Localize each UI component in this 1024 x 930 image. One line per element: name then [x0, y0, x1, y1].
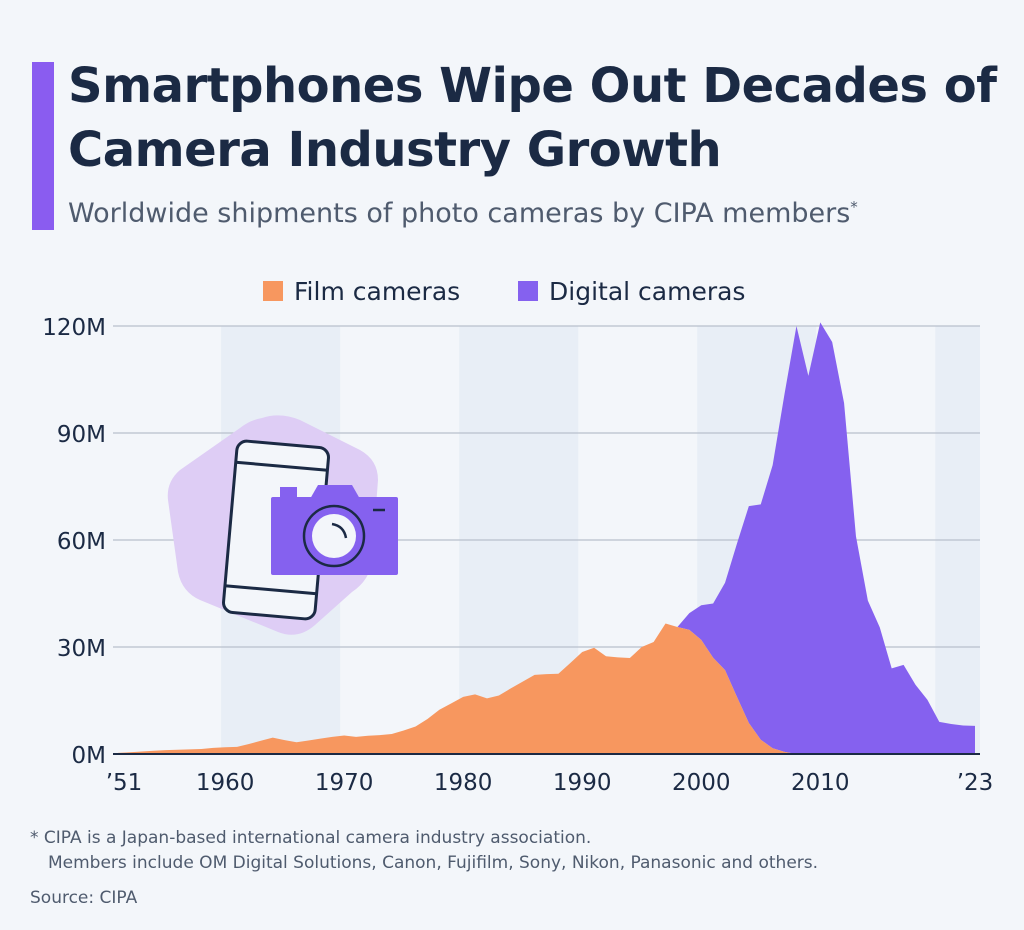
- x-tick-label: 2010: [791, 770, 850, 796]
- y-tick-label: 0M: [72, 743, 106, 769]
- legend-label-digital: Digital cameras: [549, 277, 745, 306]
- digital-cameras-area: [677, 322, 975, 754]
- legend-swatch-digital: [518, 281, 538, 301]
- x-tick-label: 1970: [315, 770, 374, 796]
- y-tick-label: 30M: [57, 636, 106, 662]
- legend-swatch-film: [263, 281, 283, 301]
- chart-subtitle: Worldwide shipments of photo cameras by …: [68, 198, 858, 229]
- film-cameras-area: [118, 623, 797, 754]
- x-tick-label: ’23: [957, 770, 994, 796]
- x-tick-label: 1960: [196, 770, 255, 796]
- x-tick-label: ’51: [106, 770, 143, 796]
- y-axis-ticks: 0M 30M 60M 90M 120M: [42, 315, 106, 769]
- legend: Film cameras Digital cameras: [263, 277, 745, 306]
- x-axis-ticks: ’51 1960 1970 1980 1990 2000 2010 ’23: [106, 770, 994, 796]
- footnote-line-2: Members include OM Digital Solutions, Ca…: [48, 853, 819, 873]
- subtitle-text: Worldwide shipments of photo cameras by …: [68, 198, 851, 229]
- footnote-line-1: * CIPA is a Japan-based international ca…: [30, 828, 592, 848]
- subtitle-footnote-marker: *: [850, 198, 858, 216]
- source-note: Source: CIPA: [30, 888, 138, 908]
- title-accent-bar: [32, 62, 54, 230]
- smartphone-camera-illustration: [167, 415, 398, 635]
- x-tick-label: 1990: [553, 770, 612, 796]
- x-tick-label: 1980: [434, 770, 493, 796]
- series-areas: [118, 322, 975, 754]
- y-tick-label: 90M: [57, 422, 106, 448]
- x-tick-label: 2000: [672, 770, 731, 796]
- legend-label-film: Film cameras: [294, 277, 460, 306]
- y-tick-label: 120M: [42, 315, 106, 341]
- y-tick-label: 60M: [57, 529, 106, 555]
- chart-title: Smartphones Wipe Out Decades of Camera I…: [68, 58, 997, 178]
- camera-icon: [271, 485, 398, 575]
